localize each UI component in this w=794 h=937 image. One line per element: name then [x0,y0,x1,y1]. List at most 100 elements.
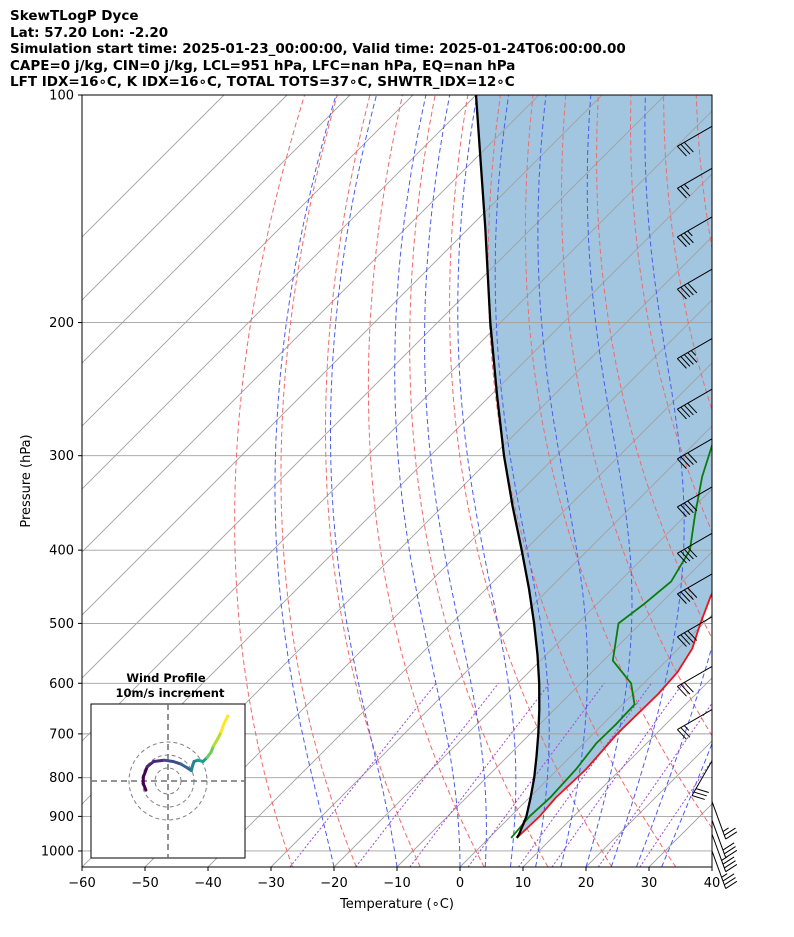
y-tick-label: 600 [49,677,74,692]
hodograph-plot [91,704,245,858]
profile-lines [474,95,712,839]
background-lines [82,95,794,867]
barb-flag [683,548,694,560]
temperature-line [516,591,712,839]
y-tick-label: 700 [49,727,74,742]
wind-barb [711,819,738,859]
barb-flag [683,354,694,365]
barb-staff [711,850,727,889]
moist-adiabat-12 [494,95,550,867]
wind-barb [711,801,738,840]
dry-adiabat-20 [449,95,613,867]
wind-barb [711,833,738,873]
dry-adiabat-80 [663,95,712,412]
barb-flag [693,791,707,797]
barb-flag [724,827,736,836]
isotherm--90 [82,95,666,679]
wind-barb [711,850,738,889]
mixing-ratio-0.4 [289,682,437,867]
mixing-ratio-4 [467,682,605,867]
barb-flag [680,234,691,246]
x-tick-label: 0 [456,876,464,891]
barb-flag [691,795,705,800]
isotherm--140 [82,95,351,364]
title-index-line: LFT IDX=16∘C, K IDX=16∘C, TOTAL TOTS=37∘… [10,74,515,90]
wind-barbs [676,125,738,889]
y-tick-label: 1000 [41,844,74,859]
title-station: SkewTLogP Dyce [10,8,139,24]
barb-flag [683,589,694,600]
barb-half-flag [721,873,728,878]
barb-staff [677,125,713,147]
dry-adiabat-0 [367,95,485,867]
barb-staff [711,833,727,872]
mixing-ratio-2 [409,682,550,867]
barb-flag [722,842,735,851]
barb-staff [677,616,713,638]
barb-staff [711,819,727,858]
barb-half-flag [683,183,690,190]
isotherm--30 [270,425,712,867]
hodograph-inset: Wind Profile 10m/s increment [90,671,246,859]
x-tick-label: −20 [320,876,347,891]
barb-flag [724,846,736,855]
cape-fill-polygon [476,95,712,838]
barb-flag [680,456,691,467]
moist-adiabat-32 [661,742,712,867]
moist-adiabat--20 [274,95,337,867]
barb-flag [676,236,687,248]
wind-barb [691,760,713,800]
isotherm--40 [207,362,712,867]
x-tick-label: −60 [68,876,95,891]
barb-flag [680,591,691,602]
x-tick-label: −30 [257,876,284,891]
wind-barb [676,338,713,369]
barb-flag [676,288,687,300]
isotherm-0 [459,614,712,867]
cape-fill-area [476,95,712,838]
isotherm--130 [82,95,414,427]
barb-flag [680,185,691,197]
barb-flag [676,729,687,740]
y-tick-label: 300 [49,449,74,464]
mixing-ratio-24 [639,759,712,867]
wind-barb [676,486,713,518]
y-tick-label: 900 [49,810,74,825]
barb-flag [676,506,687,518]
barb-flag [725,831,738,840]
hodograph-subtitle: 10m/s increment [116,686,225,700]
dry-adiabat--20 [280,95,357,867]
barb-flag [683,404,694,416]
wind-barb [676,167,713,199]
barb-flag [676,636,687,647]
barb-half-flag [690,350,697,356]
barb-flag [722,856,735,865]
x-tick-label: −50 [131,876,158,891]
y-tick-label: 100 [49,89,74,104]
dry-adiabat-100 [729,95,794,867]
x-axis-label: Temperature (∘C) [339,897,454,912]
barb-flag [683,232,694,244]
barb-flag [687,500,698,512]
barb-staff [677,709,713,730]
barb-flag [725,880,738,889]
wind-barb [676,709,713,740]
isotherm--10 [396,551,712,867]
barb-flag [676,187,687,199]
moist-adiabat--10 [330,95,398,867]
barb-flag [724,877,736,886]
barb-staff [677,268,713,290]
moist-adiabat-24 [610,95,685,867]
barb-half-flag [687,230,693,237]
dry-adiabat-30 [487,95,677,867]
barb-flag [680,727,691,738]
barb-flag [725,864,738,873]
barb-staff [677,167,713,189]
barb-half-flag [722,827,729,832]
hodograph-segment [141,765,149,779]
barb-flag [687,452,698,463]
x-tick-label: −40 [194,876,221,891]
dry-adiabat--30 [234,95,306,867]
wind-barb [676,665,713,697]
hodograph-segment [222,714,230,726]
